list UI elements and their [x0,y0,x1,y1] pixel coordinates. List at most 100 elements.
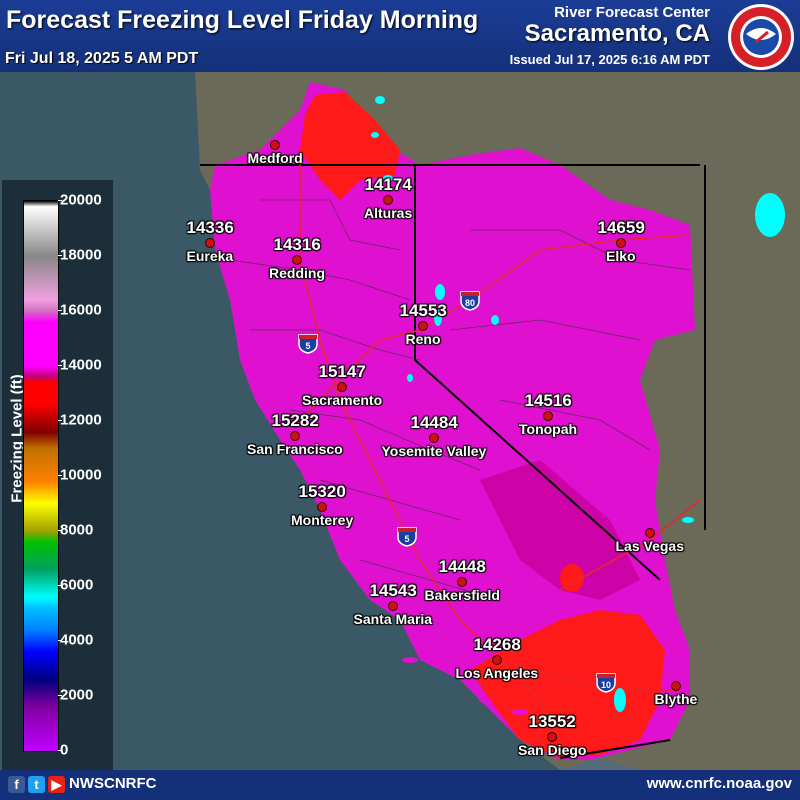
color-scale [23,200,59,752]
legend-tick-label: 12000 [60,411,102,429]
pyramid-lake [435,284,445,300]
lake-tahoe [434,310,442,326]
interstate-number: 10 [601,680,611,690]
station-marker [457,577,467,587]
high-level-area [480,460,640,600]
lake [375,96,385,104]
station-name: Santa Maria [353,611,433,627]
channel-island [512,709,528,715]
youtube-icon[interactable]: ▶ [48,776,65,793]
interstate-shield-icon: 80 [459,289,481,311]
legend-tick-mark [58,585,62,586]
freezing-level-value: 14174 [364,175,412,194]
station-name: San Diego [518,742,587,758]
station-marker [388,601,398,611]
social-handle[interactable]: NWSCNRFC [69,775,157,792]
legend-tick-label: 10000 [60,466,102,484]
nws-logo-icon [728,4,794,70]
pacific-ocean [0,72,560,770]
lake [383,175,393,181]
social-icons: f t ▶ [8,776,65,793]
station-marker [317,502,327,512]
station-name: Redding [269,265,325,281]
twitter-icon[interactable]: t [28,776,45,793]
freezing-level-value: 15147 [318,362,366,381]
station-name: Medford [247,150,303,166]
legend-tick-label: 8000 [60,521,94,539]
station-marker [383,195,393,205]
freezing-level-value: 14336 [186,218,234,237]
legend-tick-label: 20000 [60,191,102,209]
station-name: Los Angeles [455,665,539,681]
station-marker [337,382,347,392]
freezing-level-value: 14516 [524,391,572,410]
legend-tick-mark [58,420,62,421]
valid-time: Fri Jul 18, 2025 5 AM PDT [5,50,199,67]
station-name: Eureka [186,248,234,264]
freezing-level-value: 14484 [410,413,458,432]
station-name: San Francisco [247,441,343,457]
freezing-level-value: 15320 [298,482,346,501]
freezing-level-value: 14268 [473,635,521,654]
station-name: Bakersfield [424,587,500,603]
interstate-number: 5 [404,534,409,544]
station-marker [645,528,655,538]
freezing-level-value: 14543 [369,581,417,600]
website-link[interactable]: www.cnrfc.noaa.gov [646,775,792,792]
station-marker [270,140,280,150]
station-name: Sacramento [302,392,383,408]
legend-tick-mark [58,200,62,201]
legend-tick-label: 2000 [60,686,94,704]
low-level-south [470,610,665,758]
interstate-shield-icon: 10 [595,671,617,693]
freezing-level-value: 15282 [271,411,319,430]
channel-island [402,657,418,663]
footer-bar [0,770,800,800]
legend-tick-mark [58,310,62,311]
station-marker [205,238,215,248]
office-name: River Forecast Center [554,4,710,21]
legend-tick-mark [58,530,62,531]
legend-tick-label: 14000 [60,356,102,374]
freezing-level-value: 14659 [597,218,645,237]
header-bar [0,0,800,72]
channel-island [428,658,452,666]
facebook-icon[interactable]: f [8,776,25,793]
office-city: Sacramento, CA [524,20,710,47]
legend-tick-label: 0 [60,741,69,759]
station-marker [292,255,302,265]
station-marker [492,655,502,665]
interstate-number: 80 [465,298,475,308]
channel-island [479,697,491,703]
legend-tick-mark [58,255,62,256]
station-marker [290,431,300,441]
interstate-shield-icon: 5 [297,332,319,354]
station-name: Alturas [364,205,413,221]
station-marker [418,321,428,331]
station-name: Las Vegas [615,538,685,554]
legend-panel: Freezing Level (ft) 20000 18000 16000 14000… [2,180,113,770]
salton-sea [614,688,626,712]
low-level-north [300,92,400,200]
station-marker [543,411,553,421]
legend-tick-label: 18000 [60,246,102,264]
legend-tick-label: 6000 [60,576,94,594]
station-name: Blythe [654,691,698,707]
legend-tick-mark [58,750,62,751]
issued-time: Issued Jul 17, 2025 6:16 AM PDT [509,52,710,67]
interstate-number: 5 [305,341,310,351]
interstate-shield-icon: 5 [396,525,418,547]
freezing-level-value: 14316 [273,235,321,254]
county-lines [229,199,691,601]
lake [491,315,499,325]
low-level-spot [560,564,584,592]
station-marker [429,433,439,443]
salt-lake [755,193,785,237]
legend-tick-mark [58,640,62,641]
station-name: Reno [405,331,441,347]
station-name: Monterey [291,512,354,528]
station-name: Yosemite Valley [381,443,487,459]
freezing-level-value: 14448 [438,557,486,576]
lake [371,132,379,138]
